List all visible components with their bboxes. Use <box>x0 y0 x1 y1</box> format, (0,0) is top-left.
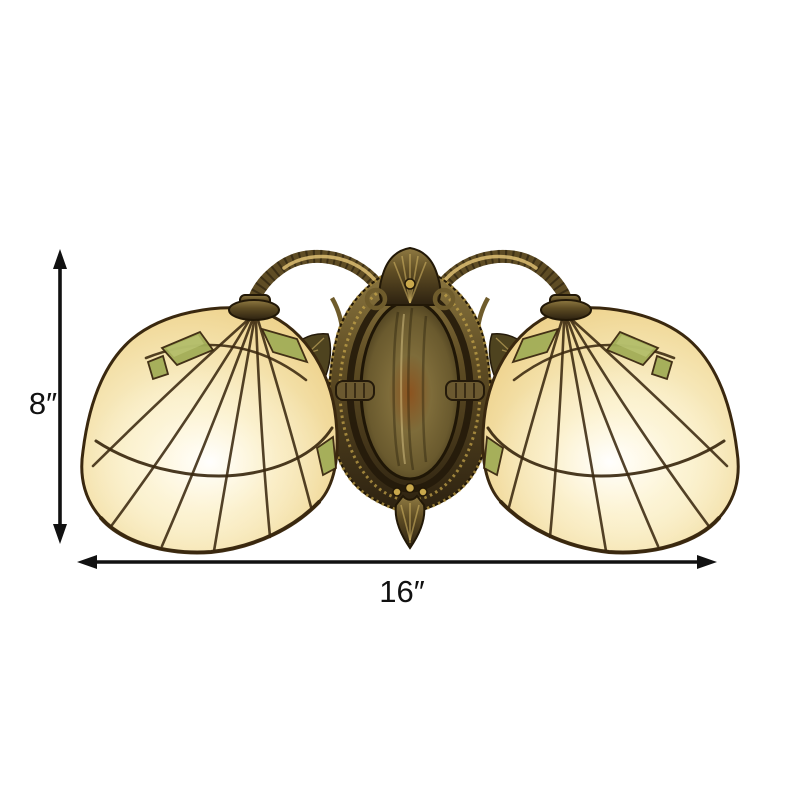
arm-rope-texture <box>245 249 394 311</box>
height-label: 8″ <box>29 386 57 421</box>
left-clamp <box>335 380 375 401</box>
right-clamp <box>445 380 485 401</box>
arrowhead-down-icon <box>53 524 67 544</box>
oval-streak <box>407 307 415 471</box>
crest-fan-line <box>393 261 411 304</box>
crest-side-scroll <box>432 287 456 311</box>
right-lampshade <box>483 295 738 560</box>
shade-fitter <box>228 294 280 321</box>
backplate-finial <box>392 482 428 550</box>
backplate <box>327 246 493 550</box>
crest-fan-line <box>409 255 419 304</box>
left-lampshade <box>80 294 339 555</box>
oval-streak <box>421 315 428 463</box>
crest-side-scroll <box>364 287 388 311</box>
arrowhead-up-icon <box>53 249 67 269</box>
height-dimension-arrow: 8″ <box>29 249 67 544</box>
arrowhead-left-icon <box>77 555 97 569</box>
bulb-glow <box>85 364 335 553</box>
green-glass-accents <box>146 327 337 477</box>
crest-bead <box>404 278 416 290</box>
shade-panel-seams <box>91 316 313 553</box>
oval-streak <box>392 311 401 467</box>
arrowhead-right-icon <box>697 555 717 569</box>
oval-highlight-streak <box>400 313 406 465</box>
crest-fan-line <box>409 261 427 304</box>
shade-band-seam <box>94 426 334 478</box>
shade-bottom-rim <box>99 500 321 555</box>
shade-upper-seam <box>144 343 308 382</box>
width-label: 16″ <box>379 574 424 609</box>
crest-fan-line <box>401 255 411 304</box>
width-dimension-arrow: 16″ <box>77 555 717 609</box>
